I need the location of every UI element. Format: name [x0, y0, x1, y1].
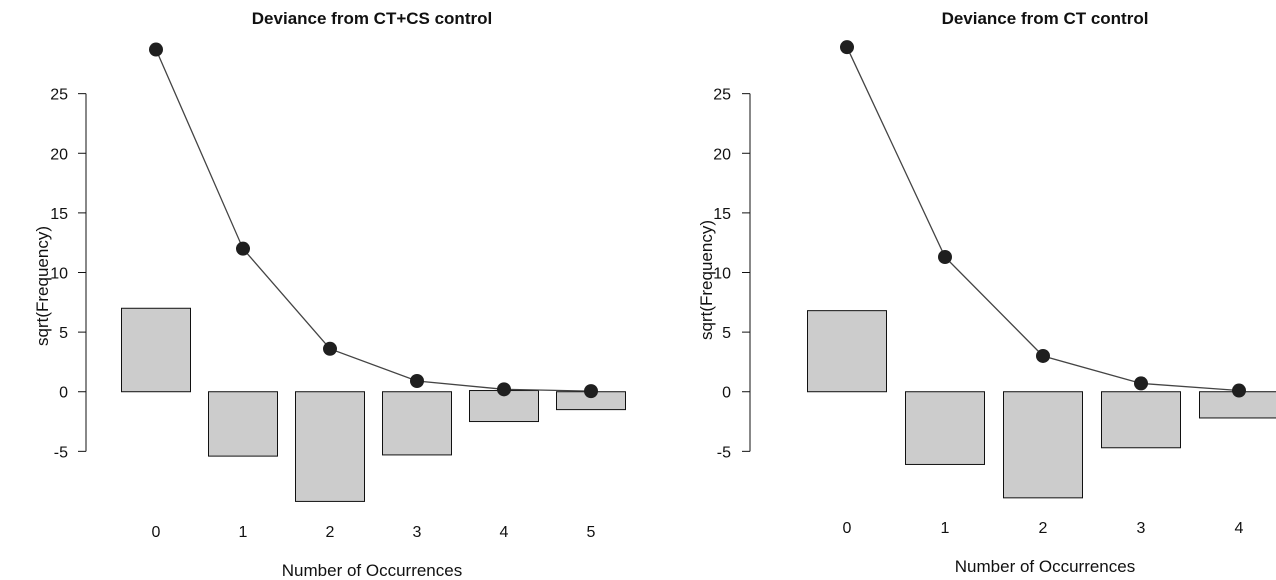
fitted-point	[1036, 348, 1050, 363]
bar	[295, 391, 365, 502]
fitted-point	[410, 374, 424, 388]
x-axis-label: Number of Occurrences	[282, 561, 462, 580]
bar	[1101, 391, 1181, 449]
x-tick-label: 4	[500, 524, 509, 541]
x-tick-label: 3	[1137, 520, 1146, 537]
y-tick-label: 5	[59, 325, 68, 342]
panel-marks: -5 0 5 10 15 20 25 0 1 2 3 4	[713, 40, 1276, 537]
panel-ct: Deviance from CT control Number of Occur…	[697, 9, 1276, 576]
y-tick-label: 5	[722, 325, 731, 342]
bar	[905, 391, 985, 465]
y-tick-label: 15	[50, 206, 68, 223]
fitted-point	[938, 250, 952, 264]
x-tick-label: 2	[1039, 520, 1048, 537]
x-tick-label: 0	[843, 520, 852, 537]
fitted-point	[840, 40, 854, 55]
bar	[382, 391, 452, 456]
y-tick-label: 15	[713, 206, 731, 223]
y-tick-label: 25	[713, 87, 731, 104]
fitted-point	[1134, 376, 1148, 391]
fitted-point	[497, 382, 511, 397]
fitted-point	[323, 341, 337, 356]
x-tick-label: 4	[1235, 520, 1244, 537]
bar	[208, 391, 278, 457]
y-axis-label: sqrt(Frequency)	[697, 220, 716, 340]
x-tick-label: 5	[587, 524, 596, 541]
panel-marks: -5 0 5 10 15 20 25 0 1 2 3 4 5	[50, 42, 626, 541]
x-tick-label: 0	[152, 524, 161, 541]
fitted-point	[1232, 383, 1246, 398]
fitted-point	[584, 384, 598, 399]
y-tick-label: 20	[713, 146, 731, 163]
fitted-point	[236, 241, 250, 256]
y-tick-label: 0	[59, 385, 68, 402]
bar	[807, 310, 887, 393]
y-tick-label: 0	[722, 385, 731, 402]
y-tick-label: -5	[717, 444, 731, 461]
y-tick-label: 20	[50, 146, 68, 163]
x-tick-label: 1	[239, 524, 248, 541]
y-tick-label: -5	[54, 444, 68, 461]
fitted-line	[846, 46, 1240, 392]
x-tick-label: 1	[941, 520, 950, 537]
y-tick-label: 10	[713, 266, 731, 283]
y-tick-label: 25	[50, 87, 68, 104]
fitted-point	[149, 42, 163, 57]
chart-title: Deviance from CT+CS control	[252, 9, 492, 28]
bar	[121, 307, 191, 393]
y-axis-label: sqrt(Frequency)	[33, 226, 52, 346]
x-tick-label: 2	[326, 524, 335, 541]
fitted-line	[155, 49, 592, 392]
chart-title: Deviance from CT control	[942, 9, 1149, 28]
x-axis-label: Number of Occurrences	[955, 557, 1135, 576]
bar	[1003, 391, 1083, 499]
panel-ct-cs: Deviance from CT+CS control Number of Oc…	[33, 9, 626, 580]
x-tick-label: 3	[413, 524, 422, 541]
y-tick-label: 10	[50, 266, 68, 283]
